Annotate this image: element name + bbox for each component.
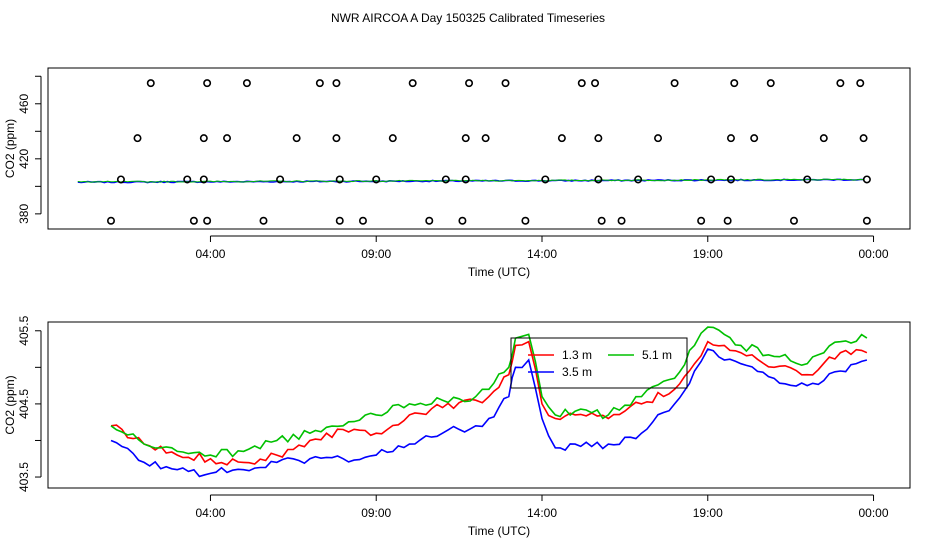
scatter-panel: 04:00 09:00 14:00 19:00 00:00 380 420 460 Time (… — [3, 67, 911, 279]
data-point — [862, 216, 871, 225]
data-point — [408, 79, 417, 88]
x-tick-label: 19:00 — [693, 247, 723, 261]
line-panel: 04:00 09:00 14:00 19:00 00:00 403.5 404.5 405.5… — [3, 315, 911, 538]
data-point — [697, 216, 706, 225]
data-point — [106, 216, 115, 225]
data-point — [335, 216, 344, 225]
data-point — [133, 134, 142, 143]
x-axis-label: Time (UTC) — [468, 524, 530, 538]
data-point — [726, 134, 735, 143]
data-point — [116, 175, 125, 184]
data-point — [654, 134, 663, 143]
data-point — [481, 134, 490, 143]
y-tick-label: 380 — [17, 204, 31, 224]
data-point — [335, 175, 344, 184]
series-line — [77, 178, 864, 183]
data-point — [803, 175, 812, 184]
x-tick-label: 00:00 — [859, 247, 889, 261]
y-tick-label: 420 — [17, 148, 31, 168]
data-point — [557, 134, 566, 143]
x-tick-label: 09:00 — [361, 506, 391, 520]
x-tick-label: 14:00 — [527, 506, 557, 520]
data-point — [259, 216, 268, 225]
y-tick-label: 405.5 — [17, 315, 31, 345]
data-point — [441, 175, 450, 184]
data-point — [862, 175, 871, 184]
data-point — [577, 79, 586, 88]
data-point — [726, 175, 735, 184]
x-tick-label: 04:00 — [195, 506, 225, 520]
legend-label: 3.5 m — [562, 365, 592, 379]
data-point — [836, 79, 845, 88]
data-point — [332, 134, 341, 143]
data-point — [730, 79, 739, 88]
legend-label: 5.1 m — [642, 348, 672, 362]
data-point — [594, 134, 603, 143]
data-point — [203, 79, 212, 88]
data-point — [199, 134, 208, 143]
data-point — [183, 175, 192, 184]
data-point — [203, 216, 212, 225]
data-point — [189, 216, 198, 225]
data-point — [617, 216, 626, 225]
data-point — [372, 175, 381, 184]
y-tick-label: 403.5 — [17, 462, 31, 492]
data-point — [766, 79, 775, 88]
data-point — [465, 79, 474, 88]
series-line — [110, 326, 868, 458]
x-axis-label: Time (UTC) — [468, 265, 530, 279]
legend-box — [510, 337, 688, 389]
data-point — [146, 79, 155, 88]
legend-label: 1.3 m — [562, 348, 592, 362]
data-point — [242, 79, 251, 88]
data-point — [223, 134, 232, 143]
data-point — [276, 175, 285, 184]
x-tick-label: 09:00 — [361, 247, 391, 261]
data-point — [859, 134, 868, 143]
plot-frame — [47, 67, 911, 230]
data-point — [292, 134, 301, 143]
data-point — [789, 216, 798, 225]
data-point — [458, 216, 467, 225]
data-point — [332, 79, 341, 88]
plot-frame — [47, 321, 911, 489]
x-tick-label: 04:00 — [195, 247, 225, 261]
y-axis-label: CO2 (ppm) — [3, 375, 17, 434]
data-point — [670, 79, 679, 88]
data-point — [634, 175, 643, 184]
data-point — [819, 134, 828, 143]
series-line — [110, 348, 868, 478]
x-tick-label: 14:00 — [527, 247, 557, 261]
data-point — [521, 216, 530, 225]
data-point — [358, 216, 367, 225]
data-point — [199, 175, 208, 184]
data-point — [597, 216, 606, 225]
series-line — [110, 340, 868, 466]
data-point — [591, 79, 600, 88]
data-point — [388, 134, 397, 143]
data-point — [315, 79, 324, 88]
data-point — [501, 79, 510, 88]
y-axis-label: CO2 (ppm) — [3, 119, 17, 178]
data-point — [541, 175, 550, 184]
data-point — [425, 216, 434, 225]
chart-title: NWR AIRCOA A Day 150325 Calibrated Times… — [331, 11, 605, 25]
y-tick-label: 460 — [17, 93, 31, 113]
x-tick-label: 19:00 — [693, 506, 723, 520]
data-point — [461, 134, 470, 143]
data-point — [723, 216, 732, 225]
data-point — [750, 134, 759, 143]
data-point — [856, 79, 865, 88]
y-tick-label: 404.5 — [17, 389, 31, 419]
data-point — [594, 175, 603, 184]
data-point — [461, 175, 470, 184]
data-point — [707, 175, 716, 184]
x-tick-label: 00:00 — [859, 506, 889, 520]
